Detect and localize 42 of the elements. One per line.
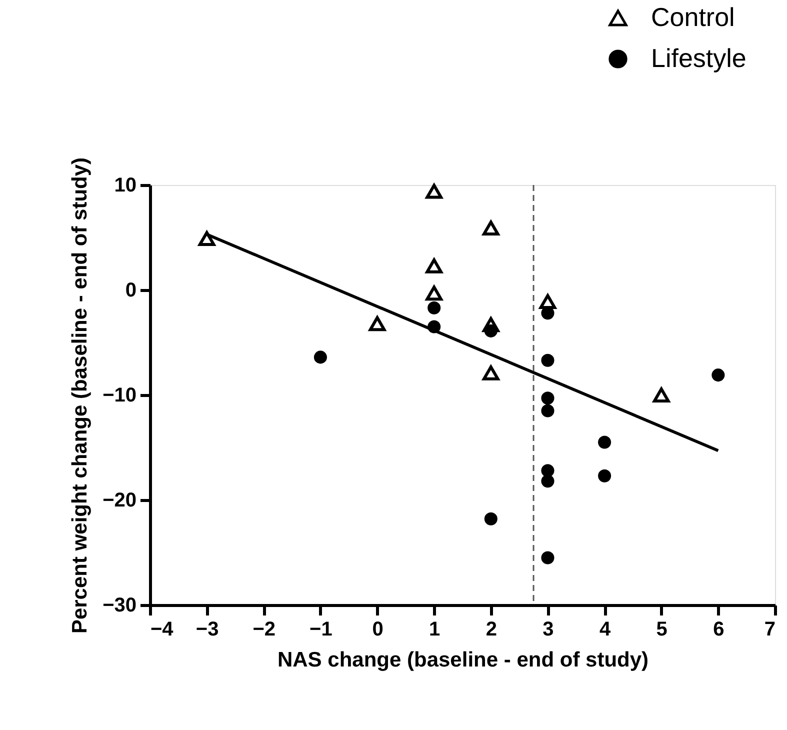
point: [598, 436, 612, 449]
point: [539, 294, 556, 310]
x-tick-label: 2: [486, 618, 497, 640]
x-tick-label: −2: [252, 618, 276, 640]
legend-label: Lifestyle: [651, 43, 746, 73]
point: [541, 354, 554, 367]
point: [426, 286, 442, 301]
point: [712, 368, 725, 382]
y-tick-label: −10: [102, 384, 136, 406]
point: [598, 469, 612, 482]
point: [484, 512, 498, 526]
x-tick-label: 0: [372, 618, 384, 640]
point: [541, 404, 554, 418]
x-tick-label: 7: [764, 618, 776, 640]
point: [426, 258, 442, 274]
x-tick-label: 1: [429, 618, 440, 640]
point: [426, 184, 442, 199]
x-tick-label: −1: [310, 618, 332, 640]
point: [652, 388, 670, 402]
point: [541, 551, 554, 564]
x-tick-label: 3: [542, 618, 554, 640]
y-tick-label: −30: [102, 594, 136, 616]
legend-label: Control: [651, 2, 735, 32]
y-tick-label: 0: [125, 280, 136, 302]
x-tick-label: 5: [656, 618, 668, 640]
point: [482, 220, 500, 236]
point: [541, 392, 554, 405]
x-tick-label: −4: [150, 618, 174, 640]
x-tick-label: 6: [713, 618, 724, 640]
point: [198, 231, 216, 246]
y-axis-title: Percent weight change (baseline - end of study): [68, 157, 92, 634]
y-tick-label: 10: [114, 174, 136, 196]
point: [482, 317, 500, 332]
x-tick-label: 4: [599, 618, 612, 640]
point: [428, 301, 441, 314]
point: [314, 350, 327, 364]
x-tick-label: −3: [196, 618, 219, 640]
y-tick-label: −20: [102, 490, 136, 512]
point: [482, 365, 500, 380]
point: [541, 474, 554, 488]
point: [368, 316, 386, 332]
x-axis-title: NAS change (baseline - end of study): [277, 648, 649, 672]
